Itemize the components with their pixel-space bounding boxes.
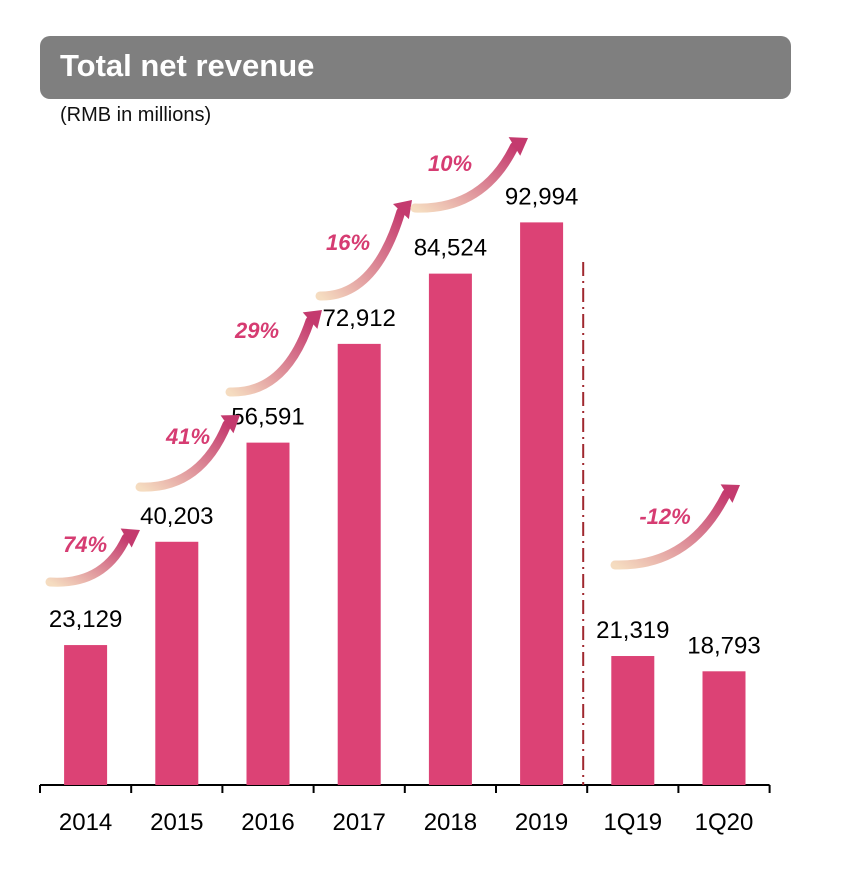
bar-2015	[155, 541, 199, 785]
arrow-head-icon	[720, 484, 740, 503]
bar-1Q19	[611, 656, 655, 785]
data-label: 84,524	[414, 235, 487, 262]
x-tick-label: 1Q19	[603, 809, 662, 836]
bar-2016	[246, 442, 290, 785]
arrow-head-icon	[508, 137, 528, 156]
growth-arrow-icon	[45, 533, 131, 587]
bar-1Q20	[702, 671, 746, 785]
data-label: 92,994	[505, 183, 578, 210]
chart-title: Total net revenue	[60, 48, 315, 83]
data-label: 72,912	[322, 305, 395, 332]
growth-arrow-icon	[225, 316, 315, 397]
x-tick-label: 2019	[515, 809, 568, 836]
data-label: 21,319	[596, 617, 669, 644]
bar-2014	[64, 645, 108, 785]
chart-subtitle: (RMB in millions)	[60, 104, 212, 126]
arrow-head-icon	[220, 415, 240, 434]
x-tick-label: 2017	[333, 809, 386, 836]
growth-arrow-icon	[135, 419, 232, 492]
title-banner: Total net revenue	[40, 36, 791, 99]
growth-arrow-icon	[410, 141, 519, 213]
x-tick-label: 1Q20	[695, 809, 754, 836]
growth-label: 74%	[63, 532, 107, 557]
data-label: 23,129	[49, 606, 122, 633]
x-tick-label: 2015	[150, 809, 203, 836]
arrow-head-icon	[120, 528, 140, 548]
x-tick-label: 2018	[424, 809, 477, 836]
growth-label: 29%	[234, 318, 279, 343]
growth-arrow-icon	[610, 489, 732, 570]
x-tick-label: 2014	[59, 809, 112, 836]
growth-arrow-icon	[315, 207, 406, 301]
arrow-head-icon	[392, 200, 412, 220]
growth-label: 41%	[165, 424, 210, 449]
data-label: 18,793	[687, 632, 760, 659]
growth-label: 10%	[428, 151, 472, 176]
arrow-head-icon	[302, 310, 322, 329]
bar-2018	[428, 273, 472, 785]
growth-label: 16%	[326, 230, 370, 255]
x-tick-label: 2016	[241, 809, 294, 836]
data-label: 56,591	[231, 404, 304, 431]
growth-label: -12%	[639, 504, 690, 529]
bar-2019	[520, 222, 564, 786]
bar-2017	[337, 343, 381, 785]
data-label: 40,203	[140, 503, 213, 530]
